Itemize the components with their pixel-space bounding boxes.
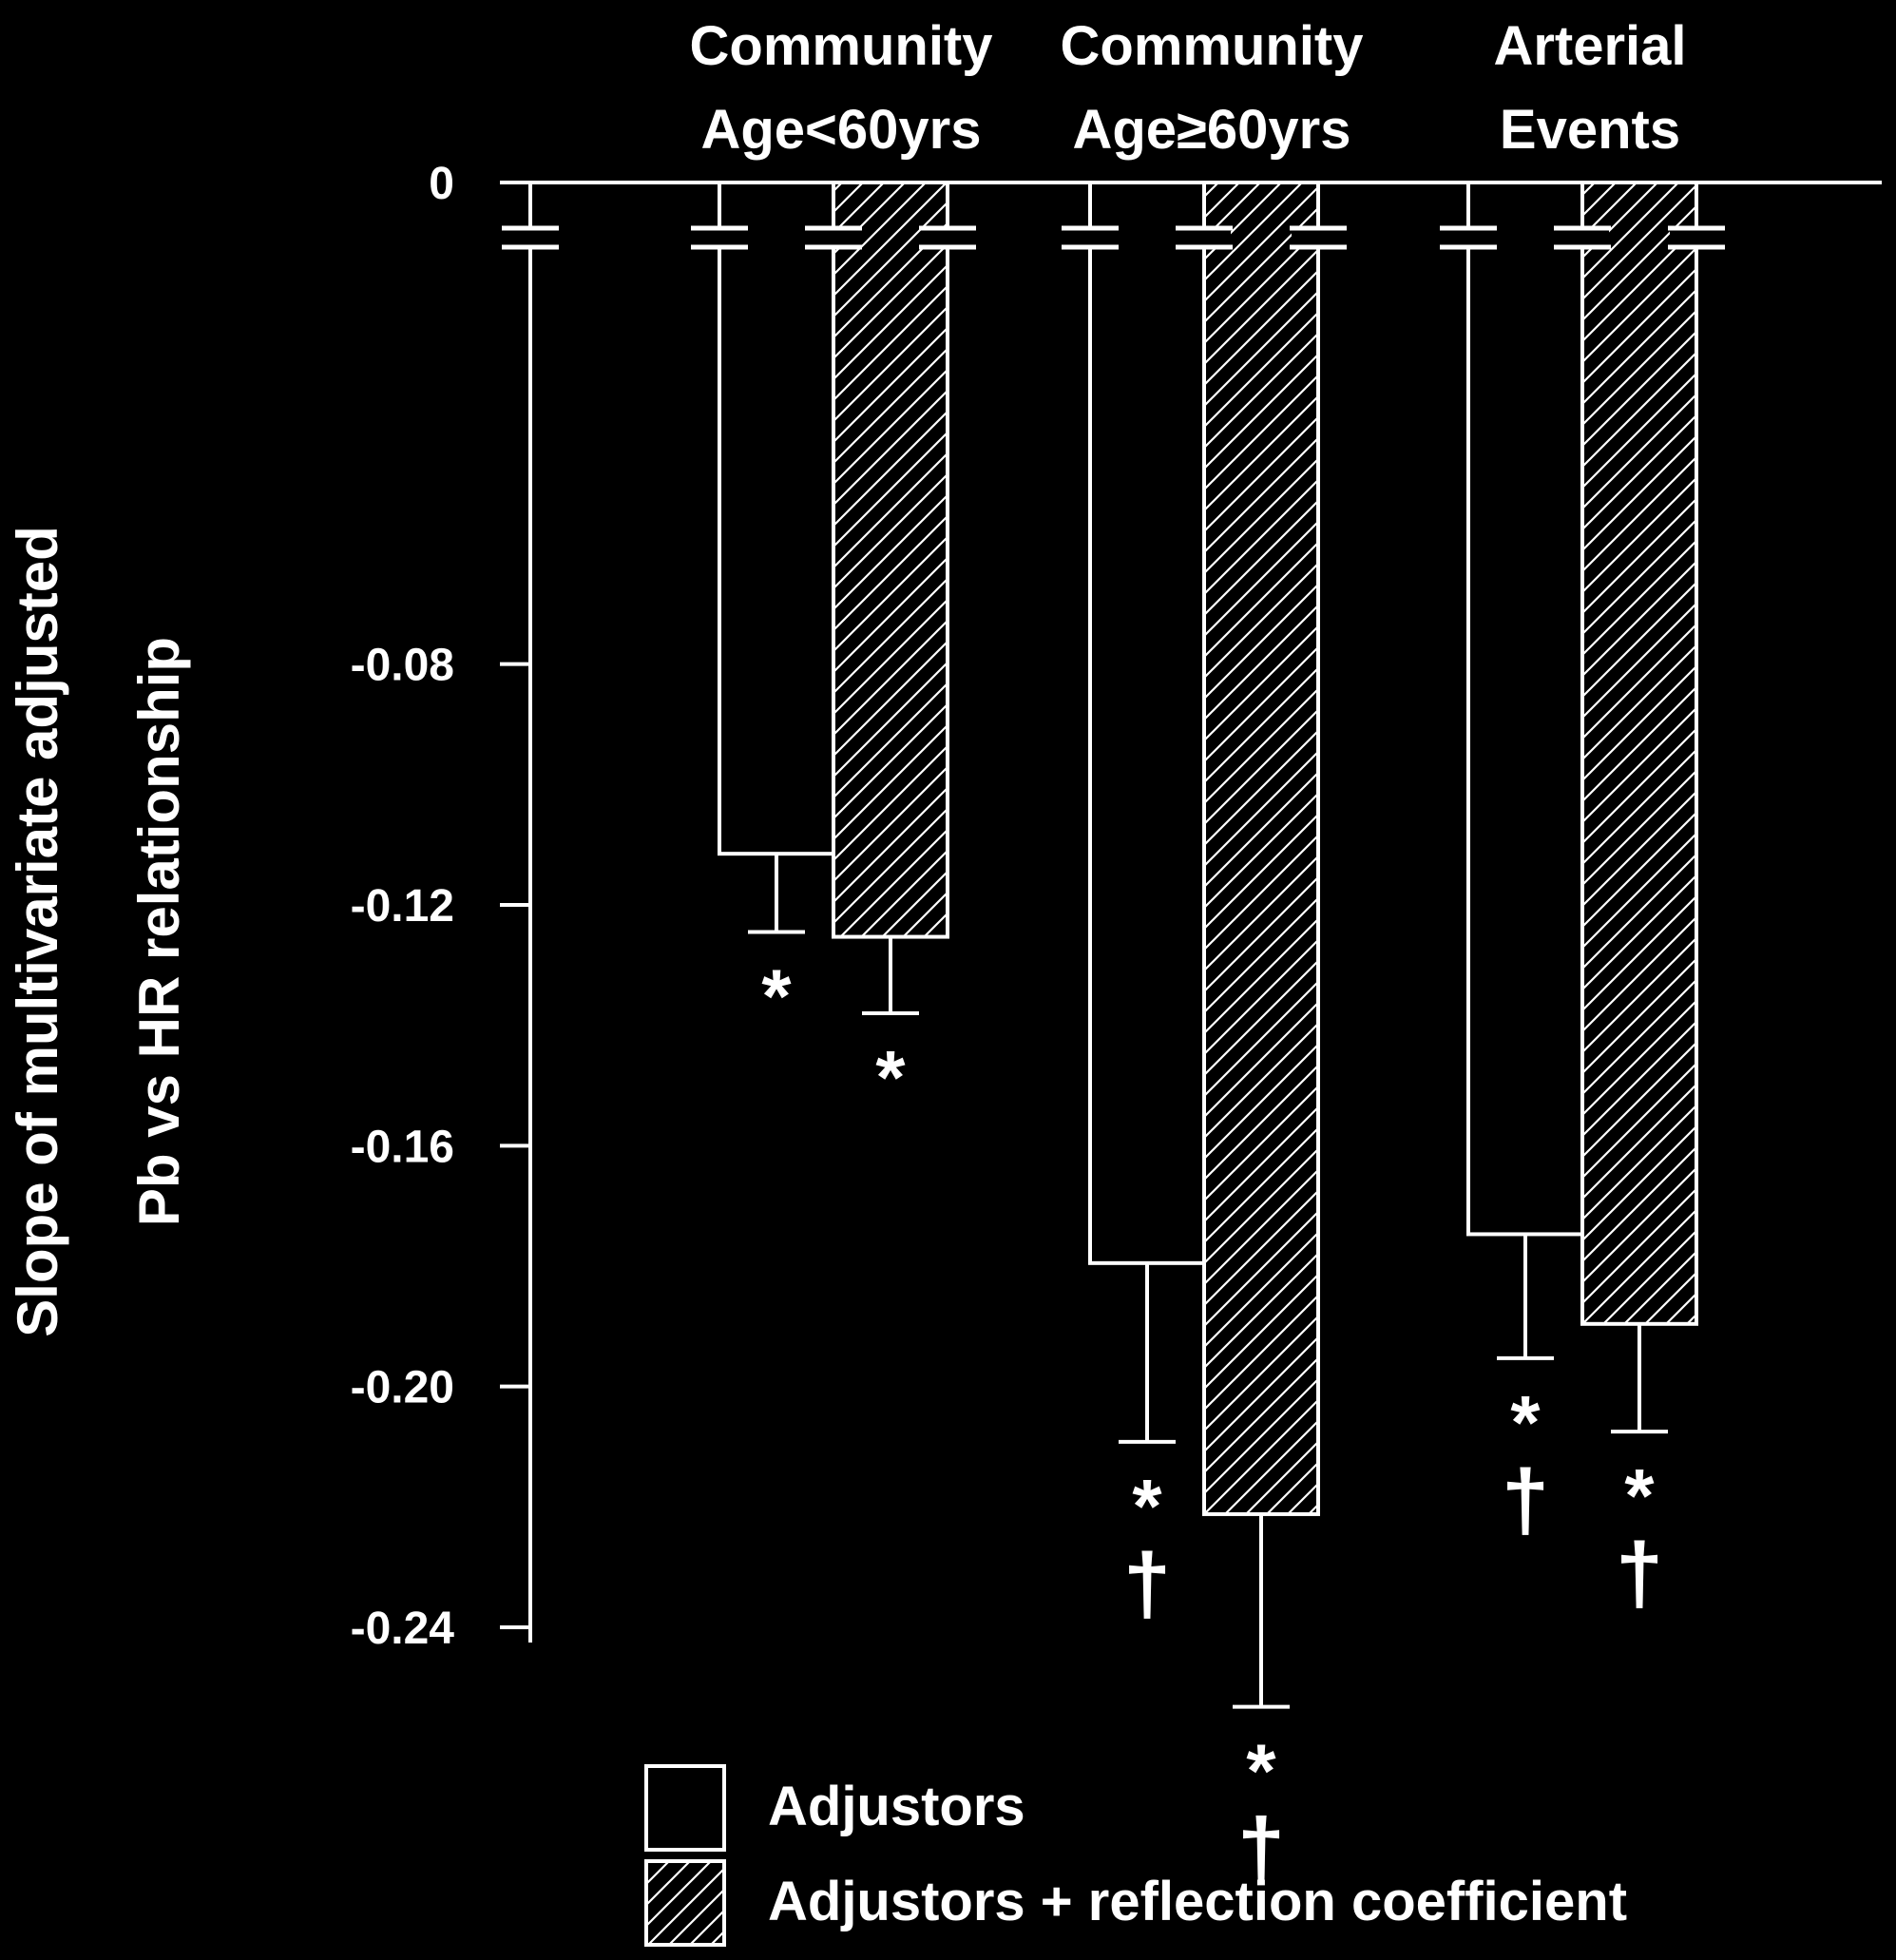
legend-label: Adjustors + reflection coefficient [768, 1871, 1627, 1932]
bar [718, 181, 835, 856]
y-tick-label: -0.12 [351, 881, 454, 932]
axis-break-gap [1556, 228, 1609, 247]
y-tick-label: -0.16 [351, 1122, 454, 1172]
significance-star: * [875, 1035, 906, 1120]
significance-dagger: † [1502, 1453, 1549, 1548]
axis-break-gap [693, 228, 746, 247]
bar [1466, 181, 1584, 1237]
axis-break-gap [1442, 228, 1495, 247]
bar [1580, 181, 1698, 1326]
y-tick-label: 0 [429, 159, 454, 209]
group-label: Age<60yrs [700, 99, 981, 161]
significance-dagger: † [1123, 1537, 1171, 1632]
axis-break-gap [921, 228, 974, 247]
axis-break-gap [1292, 228, 1345, 247]
group-label: Events [1500, 99, 1680, 161]
y-tick-label: -0.08 [351, 641, 454, 691]
significance-star: * [1624, 1453, 1655, 1538]
legend-swatch [644, 1859, 726, 1947]
y-tick-label: -0.20 [351, 1363, 454, 1413]
significance-star: * [1132, 1464, 1162, 1548]
y-axis-label: Slope of multivariate adjusted [6, 526, 69, 1337]
group-label: Community [1061, 15, 1364, 77]
significance-star: * [1246, 1729, 1276, 1814]
significance-dagger: † [1237, 1802, 1285, 1897]
group-label: Age≥60yrs [1072, 99, 1350, 161]
bar [1202, 181, 1320, 1516]
legend-swatch [644, 1764, 726, 1852]
bar [832, 181, 949, 939]
bar [1088, 181, 1206, 1265]
group-label: Community [690, 15, 993, 77]
axis-break-gap [1178, 228, 1231, 247]
y-axis-label: Pb vs HR relationship [127, 637, 191, 1226]
significance-star: * [761, 954, 792, 1039]
axis-break-gap [807, 228, 860, 247]
axis-break-gap [504, 228, 557, 247]
y-tick-label: -0.24 [351, 1604, 455, 1654]
significance-dagger: † [1616, 1527, 1663, 1622]
axis-break-gap [1063, 228, 1117, 247]
legend-label: Adjustors [768, 1776, 1025, 1837]
axis-break-gap [1670, 228, 1723, 247]
significance-star: * [1510, 1380, 1541, 1465]
group-label: Arterial [1493, 15, 1686, 77]
